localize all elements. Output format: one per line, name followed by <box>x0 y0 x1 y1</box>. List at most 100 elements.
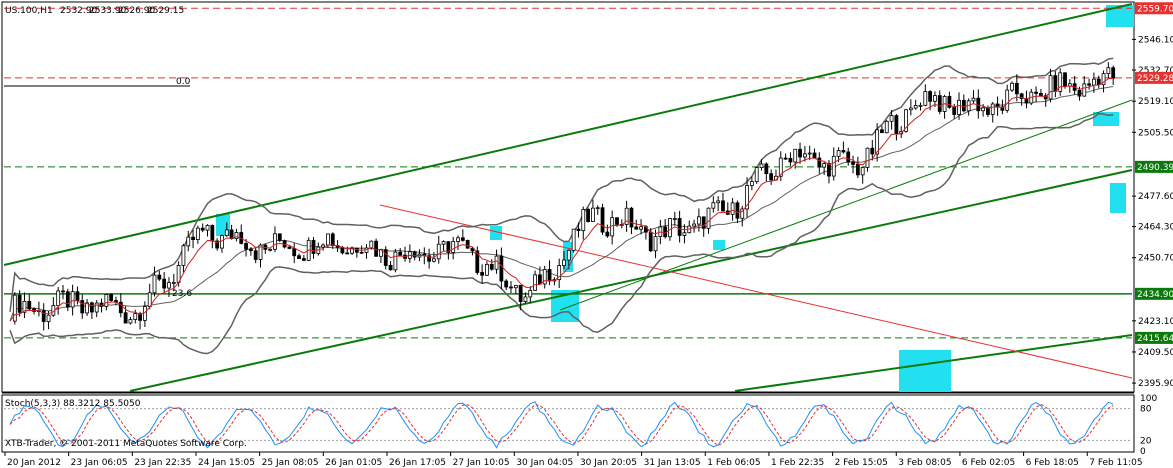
candle-body <box>875 129 880 155</box>
candle-body <box>677 218 682 236</box>
candle-body <box>56 290 61 306</box>
candle-body <box>253 250 258 260</box>
candle-body <box>1063 72 1067 87</box>
candle-body <box>653 236 658 252</box>
time-tick-label: 24 Jan 15:05 <box>198 458 255 468</box>
candle-body <box>456 237 460 242</box>
candle-body <box>802 153 807 158</box>
candle-body <box>538 274 542 285</box>
candle-body <box>624 207 629 225</box>
candle-body <box>812 152 817 159</box>
stochastic-lines <box>4 401 1132 449</box>
candle-body <box>1000 106 1005 111</box>
fib-label-top: 0.0 <box>176 77 191 87</box>
candle-body <box>446 241 451 253</box>
price-tick-label: 2546.10 <box>1138 35 1173 45</box>
candle-body <box>195 227 200 241</box>
candle-body <box>957 99 961 115</box>
candle-body <box>571 228 576 251</box>
candle-body <box>817 157 822 168</box>
candle-body <box>923 91 928 106</box>
candle-body <box>513 284 518 289</box>
candle-body <box>273 233 277 250</box>
candle-body <box>836 150 841 157</box>
candle-body <box>672 218 677 220</box>
candle-body <box>648 231 653 252</box>
candle-body <box>157 274 162 280</box>
candle-body <box>220 235 224 249</box>
candle-body <box>1043 95 1048 100</box>
candle-body <box>244 243 248 250</box>
highlight-box <box>1110 183 1126 213</box>
candle-body <box>489 263 494 270</box>
price-tick-label: 2423.10 <box>1138 317 1173 327</box>
candle-body <box>485 263 489 276</box>
time-tick-label: 20 Jan 2012 <box>7 458 61 468</box>
time-tick-label: 31 Jan 13:05 <box>644 458 701 468</box>
candle-body <box>908 107 913 111</box>
horizontal-levels <box>4 7 1132 339</box>
candle-body <box>918 104 923 107</box>
ma-line <box>9 78 1114 322</box>
channel-upper-line <box>3 3 1133 266</box>
candle-body <box>65 291 70 308</box>
candle-body <box>292 248 297 257</box>
candle-body <box>1048 75 1053 100</box>
candle-body <box>586 208 590 222</box>
bollinger-lower <box>9 112 1114 355</box>
candle-body <box>1077 89 1082 97</box>
ohlc-low: 2526.90 <box>118 6 155 16</box>
candle-body <box>634 226 639 230</box>
candle-body <box>933 95 937 102</box>
candle-body <box>152 274 157 294</box>
time-tick-label: 27 Jan 10:05 <box>453 458 510 468</box>
ohlc-high: 2533.90 <box>89 6 126 16</box>
candle-body <box>1096 78 1101 86</box>
channel-lower-line <box>129 169 1133 392</box>
candle-body <box>807 152 812 155</box>
candle-body <box>851 161 855 165</box>
candle-body <box>754 167 759 182</box>
candle-body <box>769 173 774 181</box>
candle-body <box>629 207 634 228</box>
candle-body <box>123 312 128 324</box>
candle-body <box>1111 67 1116 79</box>
candle-body <box>1039 92 1043 97</box>
candle-body <box>855 164 860 176</box>
candle-body <box>827 163 831 177</box>
time-axis: 20 Jan 2012 23 Jan 06:05 23 Jan 22:35 24 Ja… <box>4 452 1143 468</box>
candle-body <box>913 105 918 109</box>
candle-body <box>1087 83 1091 86</box>
candle-body <box>171 281 176 284</box>
price-tick-label: 2532.70 <box>1138 66 1173 76</box>
candle-body <box>441 241 446 245</box>
price-scale: 2546.10 2532.70 2519.10 2505.50 2477.60 2464.… <box>1132 2 1173 457</box>
candle-body <box>162 278 167 289</box>
candle-body <box>22 300 27 313</box>
moving-average <box>9 78 1114 322</box>
candle-body <box>595 207 600 210</box>
candle-body <box>610 217 615 237</box>
time-tick-label: 1 Feb 22:35 <box>771 458 824 468</box>
inner-trend-line <box>559 99 1133 311</box>
price-marker-box <box>1135 287 1173 300</box>
candle-body <box>1101 73 1106 86</box>
candle-body <box>229 229 234 239</box>
candle-body <box>995 103 1000 108</box>
candle-body <box>118 301 123 314</box>
price-marker-label: 2529.28 <box>1137 74 1173 84</box>
candle-body <box>268 248 273 251</box>
price-marker-box <box>1135 71 1173 84</box>
candle-body <box>600 207 605 233</box>
candle-body <box>759 163 764 168</box>
candle-body <box>480 272 485 276</box>
time-tick-label: 23 Jan 06:05 <box>71 458 128 468</box>
candle-body <box>191 236 195 241</box>
time-tick-label: 30 Jan 20:05 <box>580 458 637 468</box>
candle-body <box>345 252 350 255</box>
candle-body <box>547 269 552 282</box>
candle-body <box>846 151 851 163</box>
candle-body <box>234 232 239 239</box>
candle-body <box>1005 89 1010 111</box>
candle-body <box>398 251 403 256</box>
